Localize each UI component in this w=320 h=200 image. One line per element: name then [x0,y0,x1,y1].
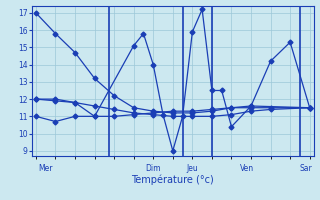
Text: Ven: Ven [240,164,254,173]
Text: Sar: Sar [300,164,312,173]
Text: Dim: Dim [146,164,161,173]
X-axis label: Température (°c): Température (°c) [132,175,214,185]
Text: Jeu: Jeu [187,164,198,173]
Text: Mer: Mer [38,164,53,173]
